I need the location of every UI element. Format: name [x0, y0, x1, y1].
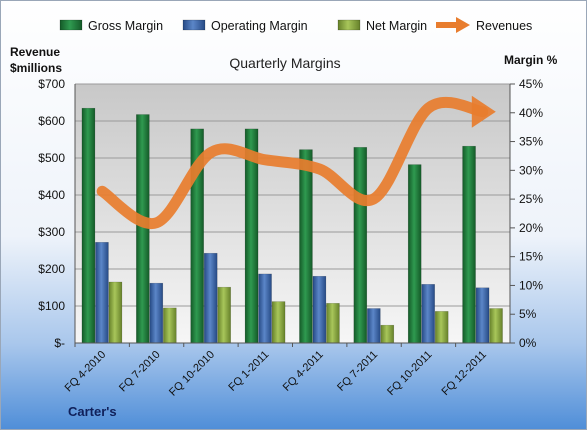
- legend-swatch-operating-margin: [182, 19, 206, 31]
- bar-operating-margin: [421, 284, 435, 344]
- bar-net-margin: [489, 308, 503, 344]
- left-tick-label: $700: [38, 77, 65, 91]
- bar-gross-margin: [299, 149, 313, 344]
- bar-operating-margin: [312, 275, 327, 344]
- bar-net-margin: [163, 307, 177, 344]
- legend-swatch-gross-margin: [59, 19, 83, 31]
- left-tick-label: $500: [38, 151, 65, 165]
- bar-operating-margin: [367, 308, 381, 344]
- left-tick-label: $200: [38, 262, 65, 276]
- bar-net-margin: [217, 286, 231, 344]
- bar-gross-margin: [353, 147, 368, 344]
- right-tick-label: 15%: [519, 250, 543, 264]
- revenue-arrowhead: [471, 95, 496, 128]
- bar-gross-margin: [462, 145, 476, 344]
- bar-gross-margin: [136, 114, 150, 344]
- bar-operating-margin: [258, 273, 272, 344]
- revenue-line: [96, 96, 489, 230]
- bar-gross-margin: [81, 107, 96, 344]
- bar-net-margin: [326, 303, 340, 344]
- right-tick-label: 0%: [519, 336, 537, 350]
- right-tick-label: 40%: [519, 106, 543, 120]
- bar-net-margin: [434, 311, 449, 344]
- right-axis-label: Margin %: [504, 53, 558, 67]
- bar-net-margin: [380, 324, 395, 344]
- left-axis-label-line2: $millions: [10, 61, 62, 75]
- bar-operating-margin: [203, 252, 218, 344]
- legend-label: Net Margin: [366, 19, 427, 33]
- legend-label: Revenues: [476, 19, 532, 33]
- bar-gross-margin: [407, 164, 422, 344]
- right-tick-label: 20%: [519, 221, 543, 235]
- company-label: Carter's: [68, 404, 117, 419]
- bar-operating-margin: [475, 287, 490, 344]
- left-tick-label: $-: [54, 336, 65, 350]
- bar-operating-margin: [95, 242, 109, 344]
- right-tick-label: 35%: [519, 135, 543, 149]
- left-axis-label-line1: Revenue: [10, 45, 60, 59]
- left-tick-label: $100: [38, 299, 65, 313]
- left-tick-label: $600: [38, 114, 65, 128]
- chart-title: Quarterly Margins: [229, 55, 340, 71]
- legend-swatch-net-margin: [337, 19, 361, 31]
- right-tick-label: 25%: [519, 192, 543, 206]
- left-tick-label: $300: [38, 225, 65, 239]
- right-tick-label: 45%: [519, 77, 543, 91]
- legend-label: Gross Margin: [88, 19, 163, 33]
- right-tick-label: 30%: [519, 163, 543, 177]
- right-tick-label: 5%: [519, 307, 537, 321]
- bar-operating-margin: [149, 282, 164, 344]
- bar-net-margin: [108, 281, 123, 344]
- left-tick-label: $400: [38, 188, 65, 202]
- legend: Gross Margin Operating Margin Net Margin Re…: [59, 17, 532, 33]
- legend-label: Operating Margin: [211, 19, 308, 33]
- revenue-line-layer: [96, 95, 496, 230]
- right-tick-label: 10%: [519, 278, 543, 292]
- bar-net-margin: [271, 301, 286, 344]
- legend-swatch-revenues-arrow: [456, 17, 470, 33]
